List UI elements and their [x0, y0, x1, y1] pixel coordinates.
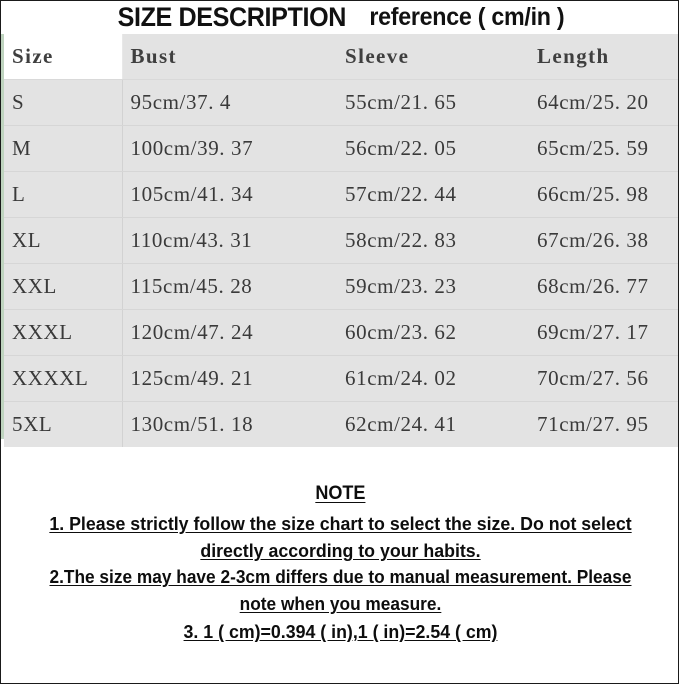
- note-line-1: 1. Please strictly follow the size chart…: [49, 513, 632, 534]
- note-line-3: 2.The size may have 2-3cm differs due to…: [49, 567, 632, 587]
- size-table-header: Size Bust Sleeve Length: [4, 34, 678, 80]
- cell-size: XXXXL: [4, 355, 123, 402]
- cell-size: S: [4, 79, 123, 126]
- cell-sleeve: 61cm/24. 02: [337, 355, 529, 402]
- table-row: XL 110cm/43. 31 58cm/22. 83 67cm/26. 38: [4, 217, 678, 264]
- cell-length: 66cm/25. 98: [529, 171, 678, 218]
- table-row: XXXL 120cm/47. 24 60cm/23. 62 69cm/27. 1…: [4, 309, 678, 356]
- note-line-4: note when you measure.: [239, 594, 442, 614]
- note-line-5: 3. 1 ( cm)=0.394 ( in),1 ( in)=2.54 ( cm…: [183, 621, 498, 642]
- cell-length: 71cm/27. 95: [529, 401, 678, 447]
- cell-size: XXL: [4, 263, 123, 310]
- table-row: L 105cm/41. 34 57cm/22. 44 66cm/25. 98: [4, 171, 678, 218]
- column-header-sleeve: Sleeve: [337, 34, 529, 80]
- cell-sleeve: 62cm/24. 41: [337, 401, 529, 447]
- cell-size: L: [4, 171, 123, 218]
- cell-size: M: [4, 125, 123, 172]
- column-header-length: Length: [529, 34, 678, 80]
- cell-length: 67cm/26. 38: [529, 217, 678, 264]
- cell-bust: 130cm/51. 18: [122, 401, 337, 447]
- cell-length: 70cm/27. 56: [529, 355, 678, 402]
- cell-size: XXXL: [4, 309, 123, 356]
- column-header-size: Size: [4, 34, 123, 80]
- cell-bust: 105cm/41. 34: [122, 171, 337, 218]
- cell-bust: 115cm/45. 28: [122, 263, 337, 310]
- page-title-reference: reference ( cm/in ): [369, 3, 565, 31]
- cell-length: 64cm/25. 20: [529, 79, 678, 126]
- table-row: XXXXL 125cm/49. 21 61cm/24. 02 70cm/27. …: [4, 355, 678, 402]
- cell-sleeve: 58cm/22. 83: [337, 217, 529, 264]
- cell-sleeve: 56cm/22. 05: [337, 125, 529, 172]
- table-row: XXL 115cm/45. 28 59cm/23. 23 68cm/26. 77: [4, 263, 678, 310]
- cell-bust: 95cm/37. 4: [122, 79, 337, 126]
- cell-sleeve: 57cm/22. 44: [337, 171, 529, 218]
- table-row: 5XL 130cm/51. 18 62cm/24. 41 71cm/27. 95: [4, 401, 678, 447]
- cell-length: 69cm/27. 17: [529, 309, 678, 356]
- table-header-row: Size Bust Sleeve Length: [4, 34, 678, 80]
- cell-bust: 110cm/43. 31: [122, 217, 337, 264]
- cell-sleeve: 55cm/21. 65: [337, 79, 529, 126]
- table-row: M 100cm/39. 37 56cm/22. 05 65cm/25. 59: [4, 125, 678, 172]
- cell-length: 65cm/25. 59: [529, 125, 678, 172]
- column-header-bust: Bust: [122, 34, 337, 80]
- cell-sleeve: 59cm/23. 23: [337, 263, 529, 310]
- table-row: S 95cm/37. 4 55cm/21. 65 64cm/25. 20: [4, 79, 678, 126]
- size-table: Size Bust Sleeve Length S 95cm/37. 4 55c…: [4, 34, 678, 447]
- note-line-2: directly according to your habits.: [200, 540, 481, 561]
- cell-size: XL: [4, 217, 123, 264]
- size-table-body: S 95cm/37. 4 55cm/21. 65 64cm/25. 20 M 1…: [4, 79, 678, 447]
- cell-bust: 100cm/39. 37: [122, 125, 337, 172]
- page-title: SIZE DESCRIPTION reference ( cm/in ): [1, 1, 678, 34]
- cell-length: 68cm/26. 77: [529, 263, 678, 310]
- cell-bust: 120cm/47. 24: [122, 309, 337, 356]
- page-title-main: SIZE DESCRIPTION: [117, 2, 347, 32]
- note-title: NOTE: [315, 483, 366, 504]
- note-section: NOTE 1. Please strictly follow the size …: [1, 483, 678, 645]
- cell-sleeve: 60cm/23. 62: [337, 309, 529, 356]
- size-table-container: Size Bust Sleeve Length S 95cm/37. 4 55c…: [1, 34, 678, 447]
- cell-size: 5XL: [4, 401, 123, 447]
- cell-bust: 125cm/49. 21: [122, 355, 337, 402]
